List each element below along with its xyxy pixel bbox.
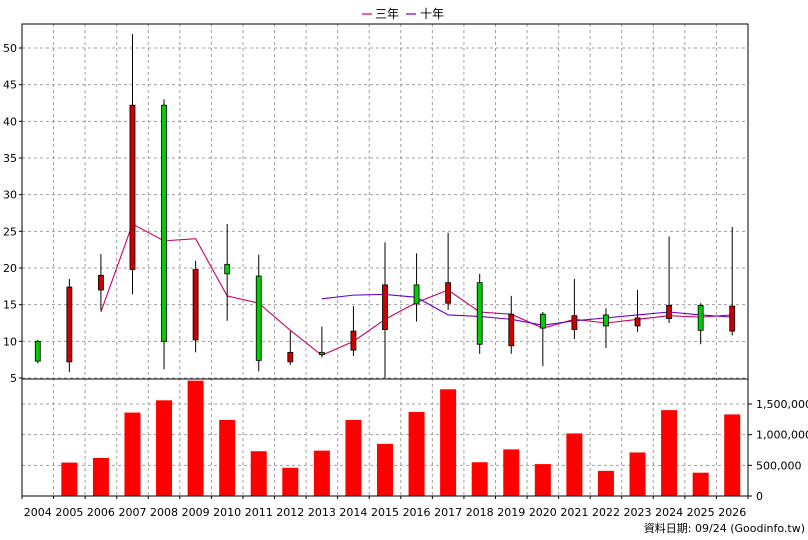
volume-bar — [313, 450, 330, 496]
x-tick-label: 2018 — [466, 506, 494, 519]
volume-bar — [566, 433, 583, 496]
x-tick-label: 2013 — [308, 506, 336, 519]
candle-body — [634, 317, 641, 327]
y-right-tick-label: 1,000,000 — [756, 429, 808, 442]
candle-body — [350, 330, 357, 351]
x-tick-label: 2024 — [655, 506, 683, 519]
x-tick-label: 2011 — [245, 506, 273, 519]
x-tick-label: 2022 — [592, 506, 620, 519]
x-tick-label: 2008 — [150, 506, 178, 519]
x-tick-label: 2014 — [339, 506, 367, 519]
candle-body — [697, 304, 704, 331]
candle-body — [129, 104, 136, 270]
x-tick-label: 2004 — [24, 506, 52, 519]
x-tick-label: 2015 — [371, 506, 399, 519]
candle-body — [255, 275, 262, 361]
candle-body — [571, 315, 578, 330]
x-tick-label: 2007 — [118, 506, 146, 519]
volume-bar — [534, 464, 551, 496]
candle-body — [508, 313, 515, 347]
plot-border — [21, 23, 749, 497]
volume-bar — [440, 389, 457, 496]
tick-labels: 51015202530354045500500,0001,000,0001,50… — [3, 42, 808, 519]
x-tick-label: 2016 — [403, 506, 431, 519]
candle-body — [603, 314, 609, 327]
candle-body — [34, 340, 41, 362]
volume-bar — [724, 414, 741, 496]
grid — [22, 24, 748, 496]
x-tick-label: 2005 — [55, 506, 83, 519]
y-tick-label: 25 — [3, 225, 17, 238]
legend-label-three-year: 三年 — [375, 7, 399, 21]
volume-bar — [345, 419, 362, 496]
candle-body — [98, 274, 104, 291]
x-tick-label: 2020 — [529, 506, 557, 519]
candle-body — [666, 304, 672, 319]
x-tick-label: 2009 — [182, 506, 210, 519]
y-right-tick-label: 1,500,000 — [756, 398, 808, 411]
volume-bar — [61, 462, 78, 496]
x-tick-label: 2025 — [687, 506, 715, 519]
candle-body — [224, 263, 231, 275]
x-tick-label: 2010 — [213, 506, 241, 519]
y-tick-label: 5 — [10, 372, 17, 385]
axes — [19, 23, 752, 499]
volume-bar — [124, 412, 141, 496]
legend: 三年 十年 — [362, 7, 444, 21]
candle-body — [66, 286, 73, 363]
x-tick-label: 2006 — [87, 506, 115, 519]
volume-bar — [92, 457, 109, 496]
volume-bar — [250, 451, 267, 496]
candle-body — [539, 313, 546, 329]
candle-body — [382, 284, 388, 331]
volume-bar — [187, 380, 204, 496]
volume-bar — [629, 452, 646, 496]
candlesticks — [34, 34, 736, 378]
candle-body — [476, 282, 483, 345]
candle-body — [287, 351, 294, 363]
x-tick-label: 2012 — [276, 506, 304, 519]
y-right-tick-label: 500,000 — [756, 459, 802, 472]
x-tick-label: 2019 — [497, 506, 525, 519]
candle-body — [413, 284, 420, 305]
y-tick-label: 35 — [3, 152, 17, 165]
y-tick-label: 50 — [3, 42, 17, 55]
x-tick-label: 2021 — [560, 506, 588, 519]
x-tick-label: 2017 — [434, 506, 462, 519]
y-tick-label: 40 — [3, 115, 17, 128]
volume-bar — [282, 467, 299, 496]
volume-bar — [408, 411, 425, 496]
legend-label-ten-year: 十年 — [420, 7, 444, 21]
y-tick-label: 20 — [3, 262, 17, 275]
y-tick-label: 10 — [3, 335, 17, 348]
candle-body — [318, 351, 325, 355]
candle-body — [192, 269, 199, 341]
candle-body — [445, 282, 452, 304]
volume-bar — [377, 443, 393, 496]
y-tick-label: 30 — [3, 189, 17, 202]
candle-body — [161, 104, 167, 342]
data-date-credit: 資料日期: 09/24 (Goodinfo.tw) — [644, 521, 805, 535]
volume-bar — [471, 462, 488, 496]
volume-bar — [503, 449, 520, 496]
candle-body — [729, 305, 736, 332]
y-tick-label: 15 — [3, 299, 17, 312]
volume-bars — [29, 380, 741, 497]
series-line — [321, 293, 733, 326]
x-tick-label: 2026 — [718, 506, 746, 519]
volume-bar — [219, 419, 236, 496]
y-tick-label: 45 — [3, 79, 17, 92]
volume-bar — [692, 472, 709, 496]
volume-bar — [597, 470, 614, 496]
volume-bar — [661, 410, 678, 496]
volume-bar — [156, 400, 173, 496]
x-tick-label: 2023 — [624, 506, 652, 519]
y-right-tick-label: 0 — [756, 490, 763, 503]
